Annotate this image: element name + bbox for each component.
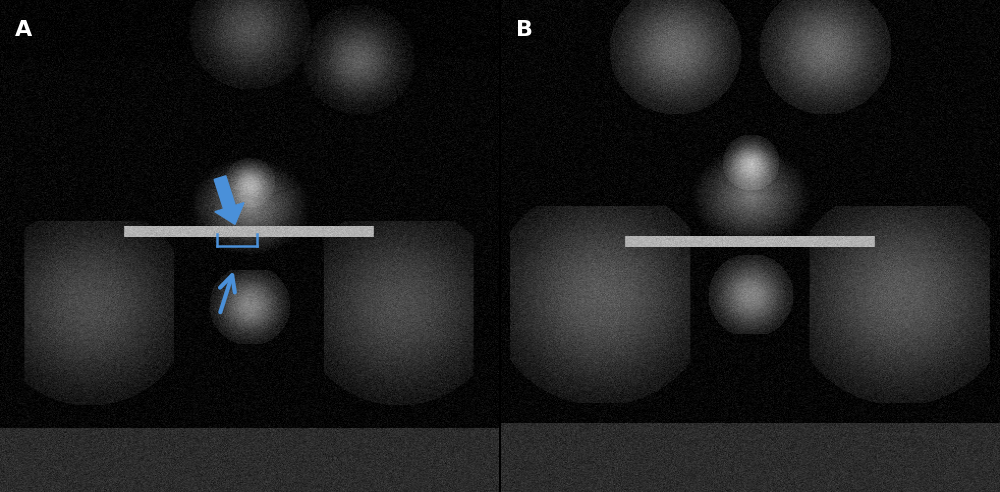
FancyArrow shape xyxy=(214,176,244,224)
Text: A: A xyxy=(15,20,32,40)
Text: B: B xyxy=(516,20,533,40)
